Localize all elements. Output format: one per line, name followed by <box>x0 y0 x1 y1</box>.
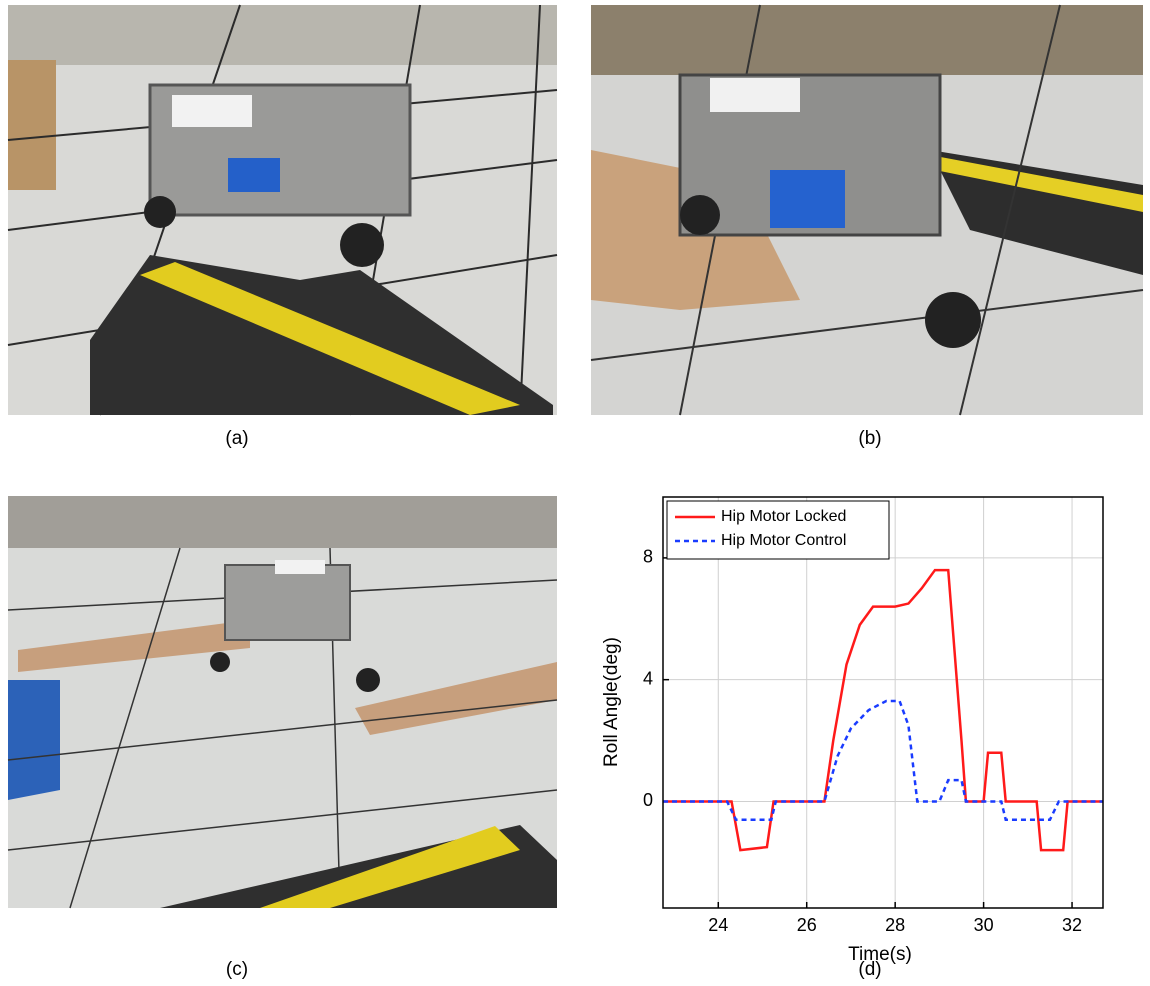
photo-b <box>591 5 1143 415</box>
robot-frame <box>225 565 350 640</box>
x-tick-label: 26 <box>797 915 817 935</box>
figure-canvas: (a) (b) (c) (d) Time(s) Roll Angle(deg) … <box>0 0 1150 986</box>
photo-a <box>8 5 557 415</box>
battery <box>770 170 845 228</box>
figure: (a) (b) (c) (d) Time(s) Roll Angle(deg) … <box>0 0 1150 986</box>
router <box>172 95 252 127</box>
y-tick-label: 4 <box>643 668 653 688</box>
box <box>8 60 56 190</box>
caption: (a) <box>225 428 248 449</box>
background <box>8 5 557 65</box>
x-tick-label: 24 <box>708 915 728 935</box>
wheel <box>356 668 380 692</box>
x-axis-label: Time(s) <box>848 944 912 965</box>
x-tick-label: 32 <box>1062 915 1082 935</box>
cart <box>8 680 60 800</box>
caption: (b) <box>858 428 881 449</box>
y-tick-label: 8 <box>643 547 653 567</box>
wheel <box>210 652 230 672</box>
battery <box>228 158 280 192</box>
x-tick-label: 30 <box>974 915 994 935</box>
wheel <box>925 292 981 348</box>
legend-label: Hip Motor Control <box>721 532 846 549</box>
x-tick-label: 28 <box>885 915 905 935</box>
background <box>591 5 1143 75</box>
y-axis-label: Roll Angle(deg) <box>601 637 622 767</box>
wheel <box>340 223 384 267</box>
caption: (c) <box>226 959 248 980</box>
background <box>8 496 557 548</box>
wheel <box>144 196 176 228</box>
y-tick-label: 0 <box>643 790 653 810</box>
legend-label: Hip Motor Locked <box>721 508 846 525</box>
photo-c <box>8 496 557 908</box>
router <box>710 78 800 112</box>
router <box>275 560 325 574</box>
wheel <box>680 195 720 235</box>
